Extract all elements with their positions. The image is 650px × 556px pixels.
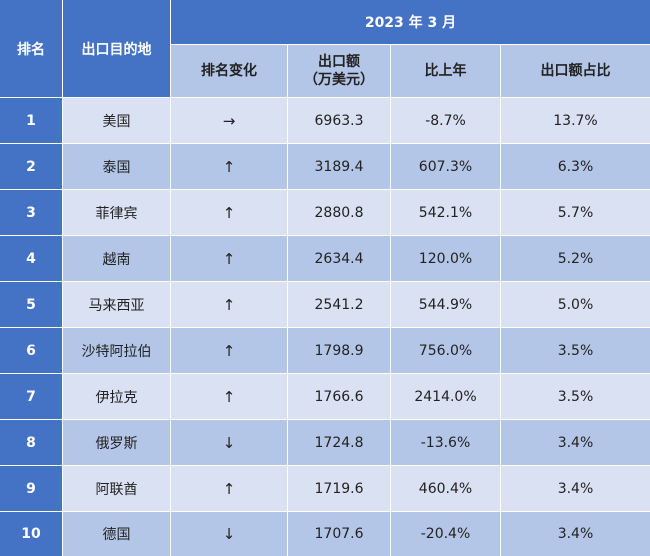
rank-change-cell: ↑	[171, 144, 287, 189]
destination-cell: 德国	[63, 512, 170, 556]
rank-change-cell: ↑	[171, 374, 287, 419]
rank-change-cell: ↑	[171, 328, 287, 373]
export-amount-cell: 3189.4	[288, 144, 390, 189]
yoy-cell: 542.1%	[391, 190, 500, 235]
rank-change-cell: ↑	[171, 236, 287, 281]
yoy-cell: -20.4%	[391, 512, 500, 556]
share-cell: 13.7%	[501, 98, 650, 143]
share-cell: 5.0%	[501, 282, 650, 327]
rank-change-cell: ↓	[171, 512, 287, 556]
share-cell: 5.2%	[501, 236, 650, 281]
destination-cell: 美国	[63, 98, 170, 143]
header-rank-change: 排名变化	[171, 45, 287, 97]
rank-cell: 8	[0, 420, 62, 465]
export-amount-cell: 1798.9	[288, 328, 390, 373]
rank-change-cell: →	[171, 98, 287, 143]
rank-cell: 3	[0, 190, 62, 235]
rank-cell: 2	[0, 144, 62, 189]
export-amount-cell: 1766.6	[288, 374, 390, 419]
destination-cell: 菲律宾	[63, 190, 170, 235]
destination-cell: 阿联酋	[63, 466, 170, 511]
export-amount-cell: 6963.3	[288, 98, 390, 143]
yoy-cell: 460.4%	[391, 466, 500, 511]
rank-cell: 1	[0, 98, 62, 143]
header-share: 出口额占比	[501, 45, 650, 97]
destination-cell: 俄罗斯	[63, 420, 170, 465]
rank-cell: 10	[0, 512, 62, 556]
yoy-cell: 607.3%	[391, 144, 500, 189]
share-cell: 5.7%	[501, 190, 650, 235]
header-rank: 排名	[0, 0, 62, 97]
rank-cell: 9	[0, 466, 62, 511]
share-cell: 3.5%	[501, 374, 650, 419]
export-amount-cell: 1724.8	[288, 420, 390, 465]
destination-cell: 沙特阿拉伯	[63, 328, 170, 373]
yoy-cell: 2414.0%	[391, 374, 500, 419]
yoy-cell: 544.9%	[391, 282, 500, 327]
share-cell: 3.5%	[501, 328, 650, 373]
rank-cell: 7	[0, 374, 62, 419]
rank-cell: 4	[0, 236, 62, 281]
yoy-cell: 756.0%	[391, 328, 500, 373]
header-destination: 出口目的地	[63, 0, 170, 97]
export-amount-cell: 2880.8	[288, 190, 390, 235]
share-cell: 3.4%	[501, 420, 650, 465]
yoy-cell: -13.6%	[391, 420, 500, 465]
destination-cell: 越南	[63, 236, 170, 281]
header-export-amount-line2: （万美元）	[304, 72, 374, 88]
share-cell: 3.4%	[501, 512, 650, 556]
yoy-cell: 120.0%	[391, 236, 500, 281]
rank-change-cell: ↑	[171, 466, 287, 511]
rank-cell: 6	[0, 328, 62, 373]
export-amount-cell: 1707.6	[288, 512, 390, 556]
yoy-cell: -8.7%	[391, 98, 500, 143]
rank-change-cell: ↑	[171, 282, 287, 327]
share-cell: 6.3%	[501, 144, 650, 189]
destination-cell: 泰国	[63, 144, 170, 189]
rank-cell: 5	[0, 282, 62, 327]
header-yoy: 比上年	[391, 45, 500, 97]
header-period: 2023 年 3 月	[171, 0, 650, 44]
destination-cell: 伊拉克	[63, 374, 170, 419]
export-amount-cell: 2634.4	[288, 236, 390, 281]
share-cell: 3.4%	[501, 466, 650, 511]
export-amount-cell: 1719.6	[288, 466, 390, 511]
header-export-amount: 出口额 （万美元）	[288, 45, 390, 97]
rank-change-cell: ↓	[171, 420, 287, 465]
rank-change-cell: ↑	[171, 190, 287, 235]
destination-cell: 马来西亚	[63, 282, 170, 327]
header-export-amount-line1: 出口额	[318, 54, 360, 70]
export-amount-cell: 2541.2	[288, 282, 390, 327]
